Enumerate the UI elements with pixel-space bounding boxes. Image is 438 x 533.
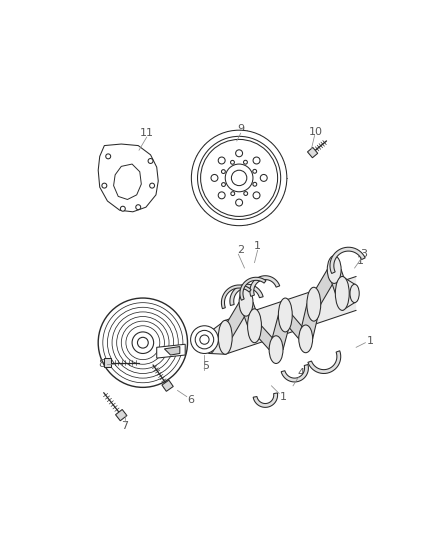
Polygon shape: [330, 247, 365, 273]
Polygon shape: [279, 315, 313, 339]
Polygon shape: [307, 270, 341, 304]
Circle shape: [222, 169, 225, 174]
Circle shape: [150, 183, 155, 188]
Polygon shape: [164, 346, 180, 355]
Circle shape: [198, 136, 281, 220]
Circle shape: [136, 205, 141, 209]
Polygon shape: [98, 144, 158, 212]
Text: 9: 9: [237, 124, 244, 134]
Polygon shape: [307, 148, 318, 158]
Circle shape: [231, 192, 235, 196]
Polygon shape: [162, 380, 173, 391]
Circle shape: [191, 130, 287, 225]
Circle shape: [102, 183, 107, 188]
Polygon shape: [157, 344, 185, 358]
Text: 5: 5: [202, 361, 209, 371]
Ellipse shape: [279, 298, 292, 332]
Polygon shape: [269, 315, 292, 350]
Ellipse shape: [307, 287, 321, 321]
Circle shape: [120, 206, 125, 211]
Circle shape: [138, 337, 148, 348]
Polygon shape: [103, 359, 111, 367]
Circle shape: [253, 169, 257, 173]
Circle shape: [200, 335, 209, 344]
Circle shape: [260, 174, 267, 181]
Circle shape: [132, 332, 154, 353]
Text: 2: 2: [237, 245, 244, 255]
Text: 11: 11: [140, 128, 154, 138]
Polygon shape: [225, 277, 356, 354]
Polygon shape: [308, 351, 341, 374]
Circle shape: [211, 174, 218, 181]
Text: 1: 1: [254, 241, 261, 252]
Polygon shape: [253, 393, 278, 407]
Ellipse shape: [299, 325, 313, 353]
Polygon shape: [240, 277, 266, 300]
Circle shape: [222, 183, 226, 187]
Circle shape: [195, 330, 214, 349]
Text: 10: 10: [309, 127, 323, 137]
Polygon shape: [342, 277, 355, 310]
Polygon shape: [230, 284, 263, 305]
Circle shape: [253, 192, 260, 199]
Polygon shape: [281, 365, 308, 382]
Circle shape: [218, 157, 225, 164]
Circle shape: [148, 158, 153, 164]
Text: 8: 8: [99, 359, 106, 369]
Polygon shape: [113, 164, 141, 199]
Ellipse shape: [327, 256, 341, 284]
Polygon shape: [218, 302, 253, 337]
Text: 1: 1: [279, 392, 286, 401]
Circle shape: [106, 154, 111, 159]
Text: 6: 6: [187, 394, 194, 405]
Ellipse shape: [336, 277, 349, 310]
Polygon shape: [327, 270, 349, 294]
Ellipse shape: [350, 284, 359, 303]
Circle shape: [244, 160, 247, 164]
Circle shape: [236, 199, 243, 206]
Ellipse shape: [247, 309, 261, 343]
Circle shape: [244, 191, 247, 196]
Polygon shape: [222, 285, 251, 309]
Circle shape: [253, 157, 260, 164]
Ellipse shape: [269, 336, 283, 364]
Polygon shape: [250, 276, 280, 296]
Text: 7: 7: [122, 421, 129, 431]
Circle shape: [201, 140, 278, 216]
Circle shape: [218, 192, 225, 199]
Text: 4: 4: [297, 368, 304, 378]
Text: 1: 1: [367, 336, 374, 346]
Polygon shape: [247, 326, 283, 350]
Polygon shape: [299, 304, 321, 339]
Circle shape: [231, 170, 247, 185]
Polygon shape: [239, 302, 261, 326]
Ellipse shape: [239, 288, 253, 316]
Circle shape: [230, 160, 234, 164]
Polygon shape: [116, 409, 127, 421]
Circle shape: [98, 298, 187, 387]
Circle shape: [191, 326, 218, 353]
Text: 3: 3: [360, 249, 367, 259]
Text: 1: 1: [357, 256, 364, 266]
Circle shape: [225, 164, 253, 192]
Polygon shape: [210, 320, 225, 354]
Ellipse shape: [205, 332, 215, 353]
Circle shape: [253, 182, 257, 186]
Circle shape: [236, 150, 243, 157]
Ellipse shape: [218, 320, 232, 354]
